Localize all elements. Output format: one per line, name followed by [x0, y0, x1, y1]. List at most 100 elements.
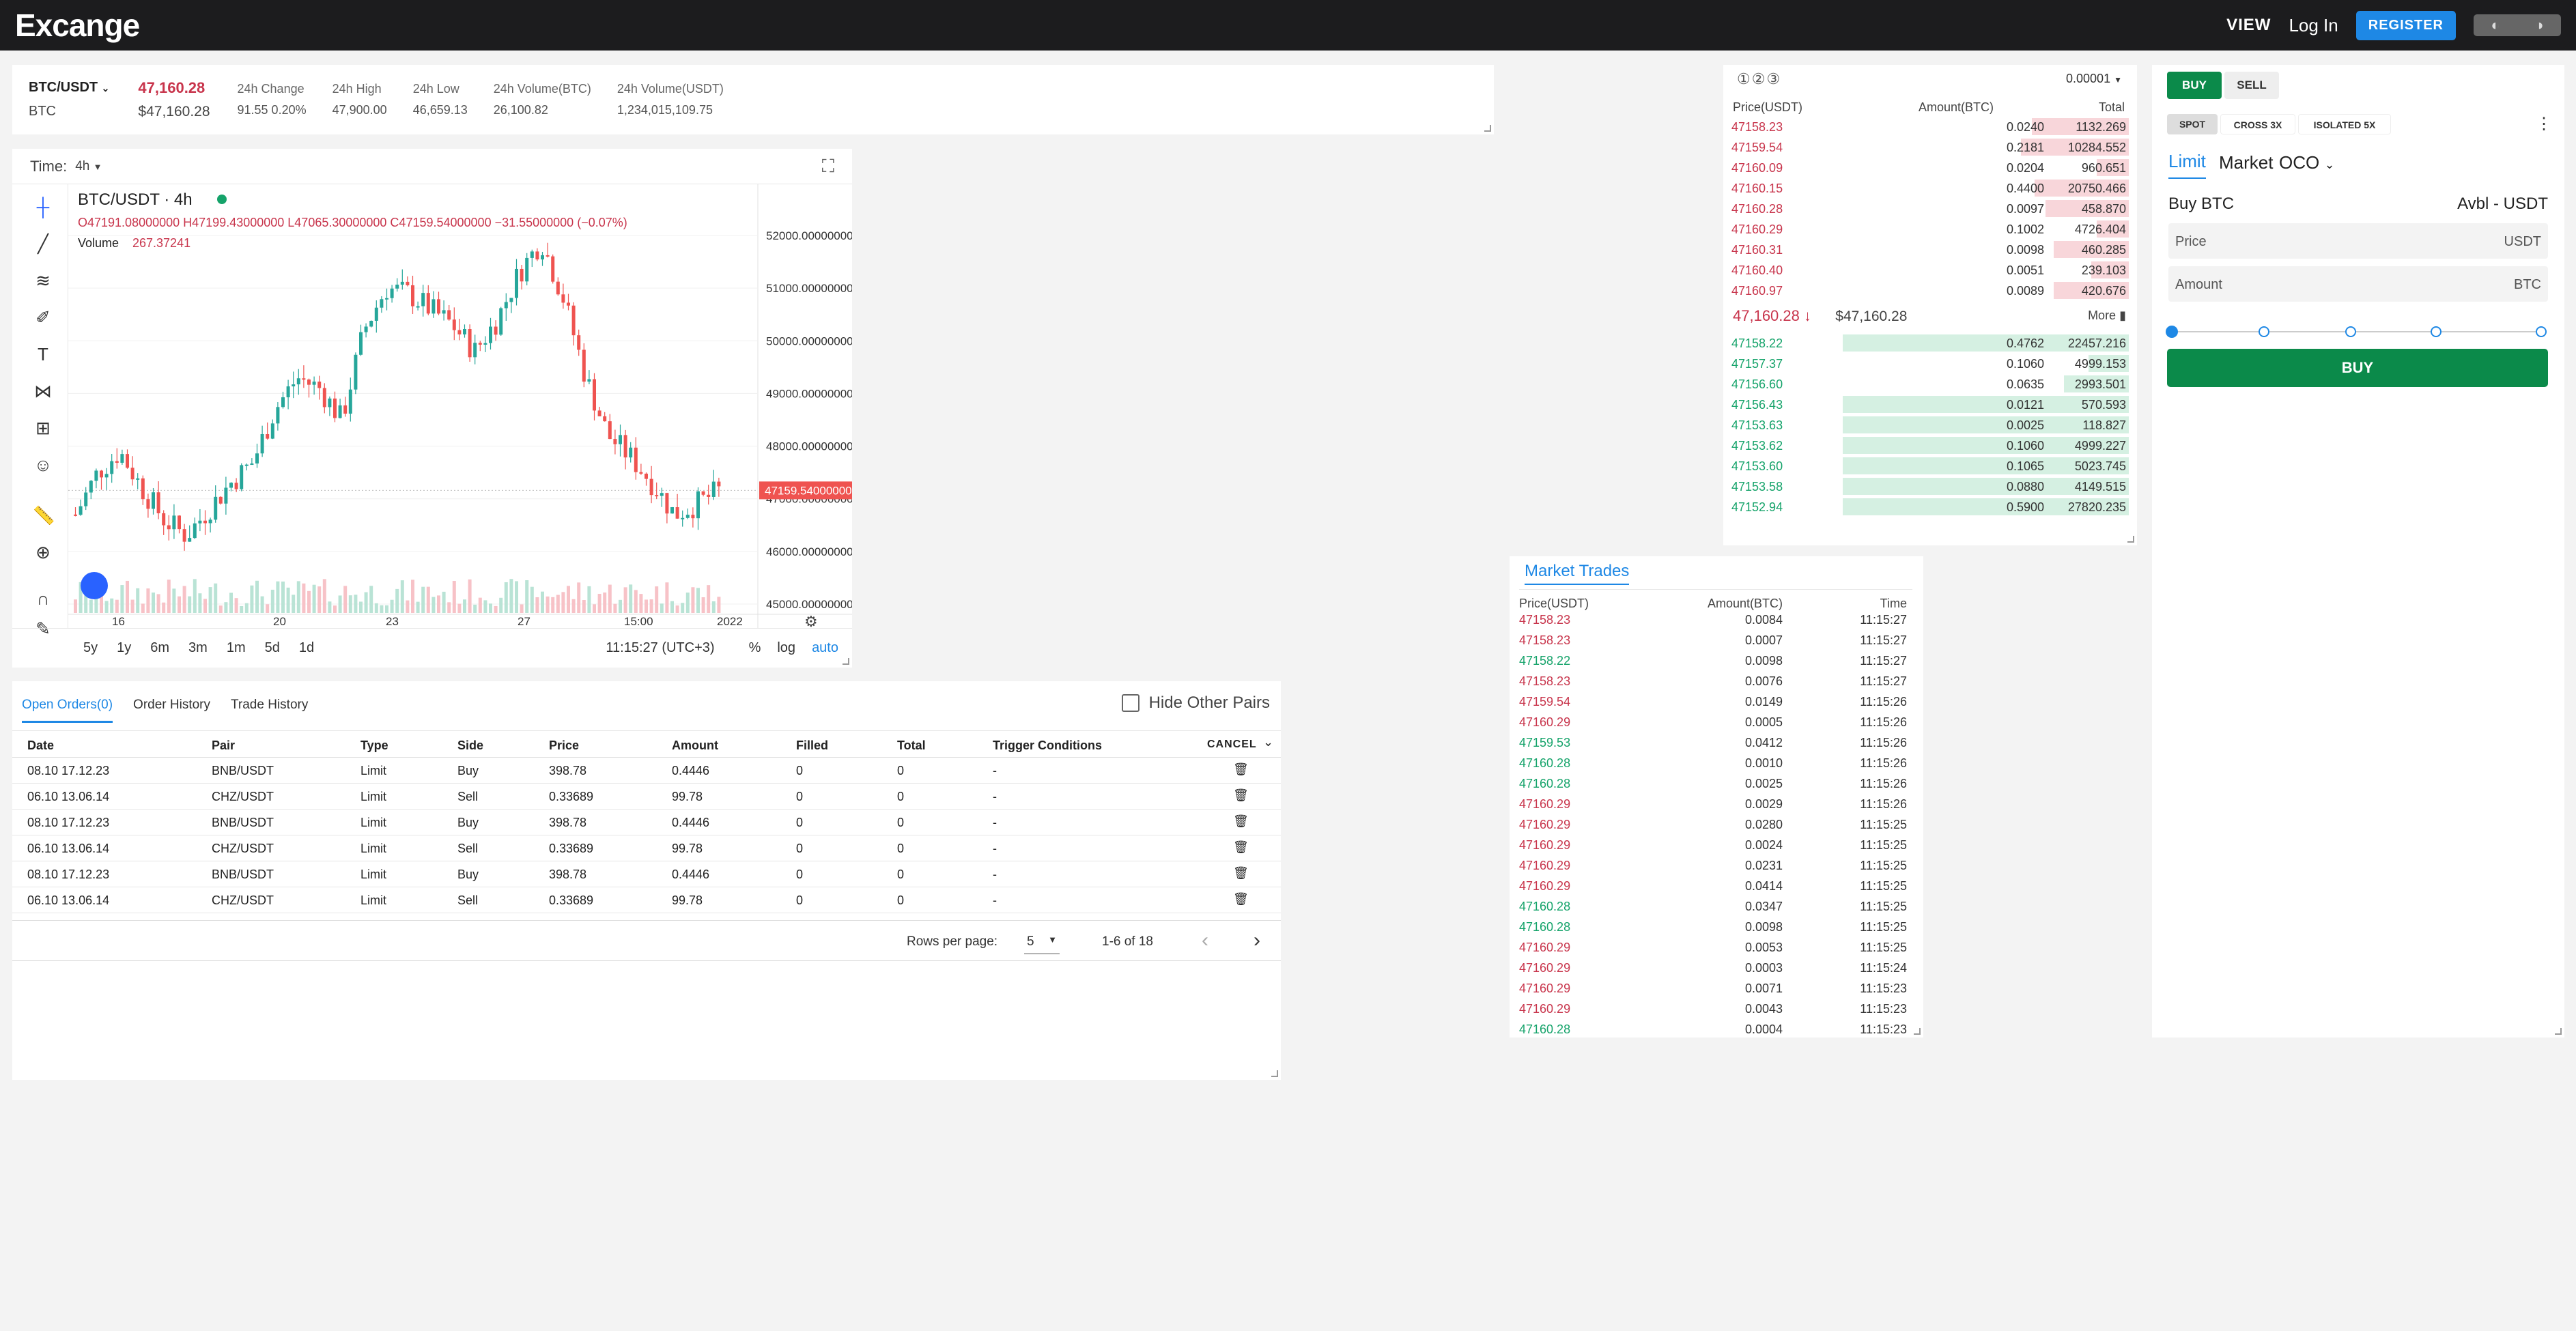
order-type-limit[interactable]: Limit — [2168, 151, 2206, 179]
trash-icon[interactable]: 🗑 — [1233, 866, 1249, 880]
orderbook-row[interactable]: 47160.31 0.0098 460.285 — [1731, 240, 2129, 260]
tradingview-logo-icon[interactable] — [81, 572, 108, 599]
mode-spot[interactable]: SPOT — [2167, 114, 2218, 134]
resize-handle[interactable] — [843, 658, 849, 665]
orderbook-row[interactable]: 47159.54 0.2181 10284.552 — [1731, 137, 2129, 158]
hide-other-pairs-checkbox[interactable] — [1121, 694, 1140, 712]
range-5d[interactable]: 5d — [264, 640, 280, 655]
text-icon[interactable]: T — [38, 344, 48, 364]
orderbook-row[interactable]: 47160.97 0.0089 420.676 — [1731, 281, 2129, 301]
magnet-icon[interactable]: ∩ — [36, 588, 50, 609]
volume-bar — [623, 587, 627, 613]
slider-mark-100[interactable] — [2536, 326, 2547, 337]
percent-toggle[interactable]: % — [748, 640, 761, 655]
orders-tab[interactable]: Trade History — [231, 698, 309, 712]
prediction-icon[interactable]: ⊞ — [36, 418, 51, 438]
orderbook-row[interactable]: 47160.29 0.1002 4726.404 — [1731, 219, 2129, 240]
view-menu[interactable]: VIEW — [2226, 16, 2271, 34]
trade-row: 47160.29 0.0414 11:15:25 — [1519, 876, 1912, 896]
orderbook-row[interactable]: 47160.40 0.0051 239.103 — [1731, 260, 2129, 281]
chevron-down-icon[interactable]: ⌄ — [1263, 735, 1274, 749]
hide-other-pairs[interactable]: Hide Other Pairs — [1121, 693, 1270, 713]
pair-selector[interactable]: BTC/USDT ⌄ — [29, 80, 110, 95]
range-6m[interactable]: 6m — [150, 640, 170, 655]
resize-handle[interactable] — [2555, 1028, 2562, 1035]
slider-mark-50[interactable] — [2345, 326, 2356, 337]
orderbook-row[interactable]: 47157.37 0.1060 4999.153 — [1731, 354, 2129, 374]
amount-slider[interactable] — [2166, 326, 2547, 338]
orderbook-row[interactable]: 47153.63 0.0025 118.827 — [1731, 415, 2129, 435]
amount-input[interactable]: Amount BTC — [2168, 266, 2548, 302]
submit-buy-button[interactable]: BUY — [2167, 349, 2548, 387]
resize-handle[interactable] — [1914, 1028, 1921, 1035]
buy-tab[interactable]: BUY — [2167, 72, 2222, 99]
trash-icon[interactable]: 🗑 — [1233, 788, 1249, 802]
interval-selector[interactable]: 4h ▼ — [75, 158, 102, 173]
theme-toggle[interactable]: ◐ ◑ — [2474, 14, 2561, 36]
orders-tab[interactable]: Open Orders(0) — [22, 698, 113, 723]
orderbook-row[interactable]: 47160.28 0.0097 458.870 — [1731, 199, 2129, 219]
mode-cross[interactable]: CROSS 3X — [2220, 114, 2295, 134]
brush-icon[interactable]: ✐ — [36, 307, 51, 328]
emoji-icon[interactable]: ☺ — [33, 455, 53, 475]
prev-page-icon[interactable]: ‹ — [1202, 929, 1208, 951]
range-3m[interactable]: 3m — [188, 640, 208, 655]
resize-handle[interactable] — [1271, 1070, 1278, 1077]
lock-drawing-icon[interactable]: ✎ — [36, 618, 51, 639]
orderbook-row[interactable]: 47158.22 0.4762 22457.216 — [1731, 333, 2129, 354]
resize-handle[interactable] — [2127, 536, 2134, 543]
table-cell: 0 — [796, 842, 804, 855]
book-view-icons[interactable]: ①②③ — [1737, 70, 1782, 87]
zoom-icon[interactable]: ⊕ — [36, 542, 51, 562]
more-button[interactable]: More ▮ — [2088, 309, 2126, 322]
orderbook-row[interactable]: 47152.94 0.5900 27820.235 — [1731, 497, 2129, 517]
column-header[interactable]: CANCEL — [1207, 739, 1257, 750]
login-link[interactable]: Log In — [2289, 14, 2338, 35]
trash-icon[interactable]: 🗑 — [1233, 840, 1249, 854]
orderbook-row[interactable]: 47156.43 0.0121 570.593 — [1731, 395, 2129, 415]
table-cell: Buy — [457, 816, 479, 829]
auto-toggle[interactable]: auto — [812, 640, 838, 655]
trash-icon[interactable]: 🗑 — [1233, 892, 1249, 906]
rows-per-page-select[interactable]: 5 ▼ — [1024, 930, 1060, 954]
next-page-icon[interactable]: › — [1254, 929, 1260, 951]
orderbook-row[interactable]: 47156.60 0.0635 2993.501 — [1731, 374, 2129, 395]
fib-icon[interactable]: ≋ — [36, 270, 51, 291]
chart-settings-icon[interactable]: ⚙ — [804, 614, 818, 628]
range-5y[interactable]: 5y — [83, 640, 98, 655]
price-chart[interactable]: BTC/USDT · 4h O47191.08000000 H47199.4300… — [68, 184, 852, 628]
orderbook-row[interactable]: 47153.62 0.1060 4999.227 — [1731, 435, 2129, 456]
range-1m[interactable]: 1m — [226, 640, 246, 655]
more-options-icon[interactable]: ⋮ — [2536, 115, 2552, 133]
slider-mark-75[interactable] — [2431, 326, 2441, 337]
range-1y[interactable]: 1y — [117, 640, 132, 655]
ruler-icon[interactable]: 📏 — [33, 505, 55, 526]
sell-tab[interactable]: SELL — [2224, 72, 2279, 99]
register-button[interactable]: REGISTER — [2355, 10, 2456, 40]
market-trades-tab[interactable]: Market Trades — [1525, 562, 1630, 585]
orderbook-row[interactable]: 47153.60 0.1065 5023.745 — [1731, 456, 2129, 476]
price-input[interactable]: Price USDT — [2168, 223, 2548, 259]
resize-handle[interactable] — [1484, 125, 1491, 132]
mode-isolated[interactable]: ISOLATED 5X — [2298, 114, 2391, 134]
precision-selector[interactable]: 0.00001 ▼ — [2066, 72, 2122, 85]
slider-mark-25[interactable] — [2259, 326, 2269, 337]
order-type-market[interactable]: Market — [2219, 152, 2274, 173]
order-type-oco[interactable]: OCO ⌄ — [2279, 152, 2335, 173]
fullscreen-icon[interactable]: ⛶ — [821, 155, 834, 176]
orders-tab[interactable]: Order History — [133, 698, 211, 712]
trend-line-icon[interactable]: ╱ — [38, 233, 48, 254]
orderbook-row[interactable]: 47158.23 0.0240 1132.269 — [1731, 117, 2129, 137]
orderbook-row[interactable]: 47153.58 0.0880 4149.515 — [1731, 476, 2129, 497]
pattern-icon[interactable]: ⋈ — [34, 381, 52, 401]
range-1d[interactable]: 1d — [298, 640, 315, 655]
orderbook-row[interactable]: 47160.15 0.4400 20750.466 — [1731, 178, 2129, 199]
volume-bar — [431, 597, 436, 613]
log-toggle[interactable]: log — [777, 640, 796, 655]
trash-icon[interactable]: 🗑 — [1233, 762, 1249, 776]
trash-icon[interactable]: 🗑 — [1233, 814, 1249, 828]
crosshair-icon[interactable]: ┼ — [36, 197, 50, 217]
orderbook-row[interactable]: 47160.09 0.0204 960.651 — [1731, 158, 2129, 178]
slider-handle[interactable] — [2166, 326, 2178, 338]
logo[interactable]: Excange — [15, 8, 140, 43]
